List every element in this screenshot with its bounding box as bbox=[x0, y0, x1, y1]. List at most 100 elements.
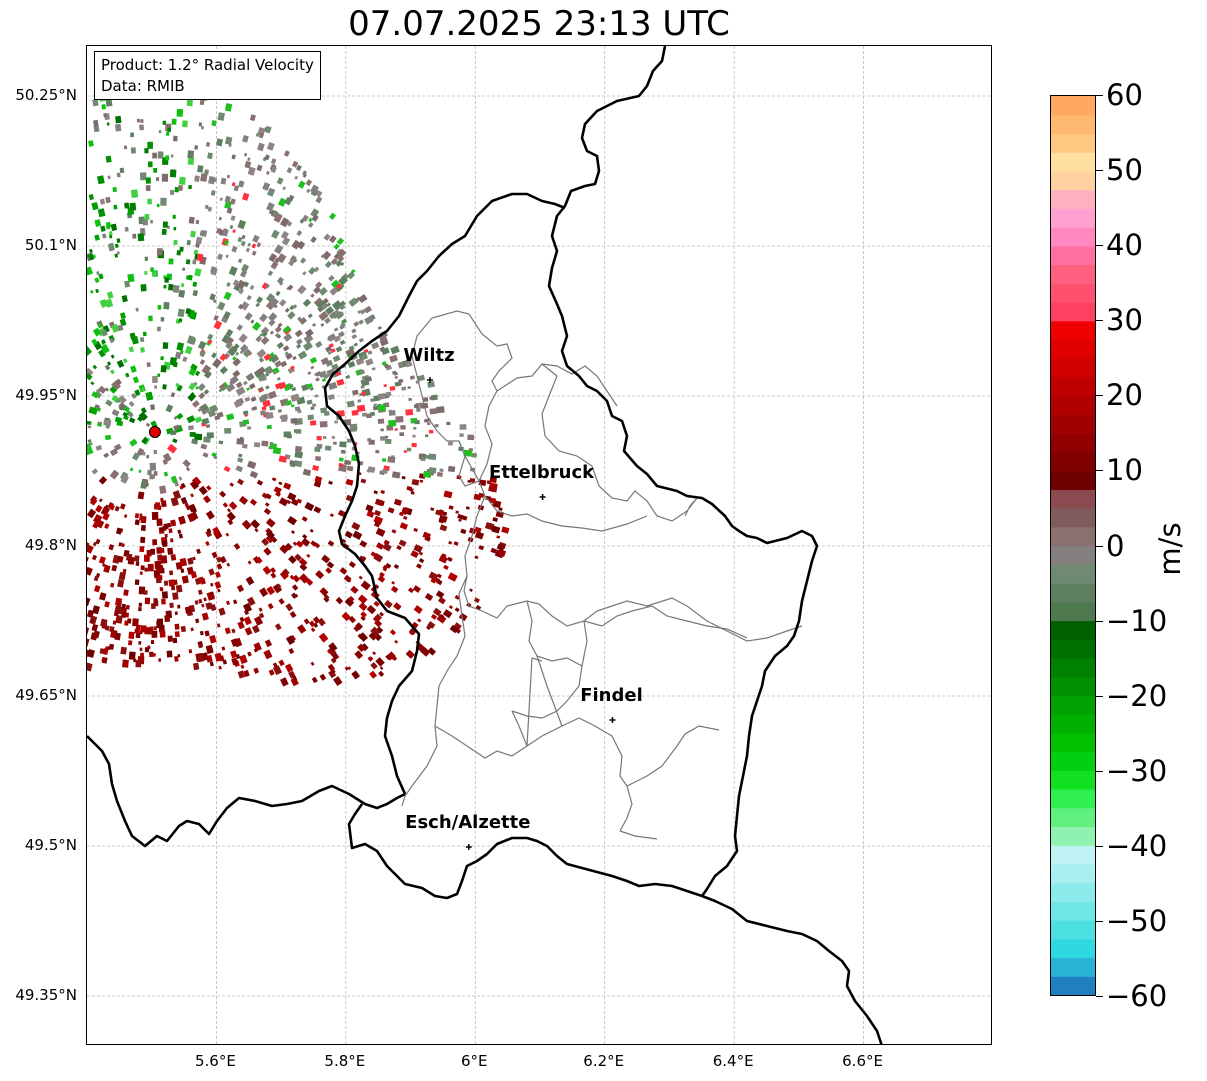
echo-pixel bbox=[420, 646, 431, 657]
echo-pixel bbox=[398, 378, 404, 384]
echo-pixel bbox=[229, 225, 234, 230]
echo-pixel bbox=[173, 135, 178, 142]
echo-pixel bbox=[368, 631, 378, 641]
colorbar-segment bbox=[1051, 976, 1095, 995]
echo-pixel bbox=[175, 561, 183, 570]
echo-pixel bbox=[215, 556, 222, 563]
colorbar-tick bbox=[1096, 170, 1103, 172]
echo-pixel bbox=[110, 582, 115, 588]
echo-pixel bbox=[448, 441, 453, 446]
echo-pixel bbox=[128, 417, 136, 424]
echo-pixel bbox=[92, 119, 99, 127]
colorbar-segment bbox=[1051, 152, 1095, 172]
echo-pixel bbox=[214, 571, 222, 579]
echo-pixel bbox=[424, 593, 434, 602]
echo-pixel bbox=[294, 553, 303, 562]
echo-pixel bbox=[182, 356, 188, 363]
echo-pixel bbox=[194, 433, 203, 441]
echo-pixel bbox=[339, 567, 348, 575]
echo-pixel bbox=[310, 184, 320, 194]
echo-pixel bbox=[469, 478, 476, 483]
echo-pixel bbox=[413, 404, 419, 409]
echo-pixel bbox=[425, 434, 429, 438]
echo-pixel bbox=[246, 295, 252, 301]
echo-pixel bbox=[207, 602, 214, 610]
echo-pixel bbox=[373, 600, 380, 607]
echo-pixel bbox=[188, 382, 196, 391]
colorbar-tick-label: 20 bbox=[1106, 378, 1143, 413]
echo-pixel bbox=[115, 115, 122, 124]
echo-pixel bbox=[278, 481, 283, 486]
echo-pixel bbox=[292, 304, 298, 309]
echo-pixel bbox=[213, 455, 218, 460]
echo-pixel bbox=[369, 670, 378, 679]
echo-pixel bbox=[216, 623, 221, 628]
echo-pixel bbox=[109, 234, 113, 239]
echo-pixel bbox=[328, 235, 337, 244]
echo-pixel bbox=[216, 563, 223, 570]
echo-pixel bbox=[201, 364, 212, 375]
echo-pixel bbox=[94, 219, 102, 228]
colorbar-segment bbox=[1051, 414, 1095, 434]
echo-pixel bbox=[303, 618, 310, 625]
echo-pixel bbox=[105, 98, 113, 107]
echo-pixel bbox=[228, 346, 238, 356]
echo-pixel bbox=[195, 385, 200, 390]
echo-pixel bbox=[383, 384, 387, 388]
echo-pixel bbox=[377, 325, 382, 330]
echo-pixel bbox=[485, 495, 492, 501]
echo-pixel bbox=[272, 447, 282, 455]
echo-pixel bbox=[127, 558, 133, 565]
echo-pixel bbox=[157, 326, 161, 332]
echo-pixel bbox=[310, 208, 320, 218]
echo-pixel bbox=[204, 204, 209, 210]
lon-tick-label: 6.2°E bbox=[583, 1052, 625, 1070]
colorbar-tick bbox=[1096, 320, 1103, 322]
echo-pixel bbox=[180, 625, 186, 633]
echo-pixel bbox=[428, 429, 434, 434]
echo-pixel bbox=[247, 460, 257, 469]
echo-pixel bbox=[302, 468, 312, 477]
echo-pixel bbox=[123, 514, 128, 518]
echo-pixel bbox=[151, 270, 157, 277]
echo-pixel bbox=[235, 351, 240, 356]
echo-pixel bbox=[114, 253, 119, 258]
echo-pixel bbox=[296, 240, 306, 250]
echo-pixel bbox=[273, 370, 278, 375]
echo-pixel bbox=[274, 333, 280, 338]
echo-pixel bbox=[97, 208, 106, 218]
echo-pixel bbox=[435, 590, 445, 599]
echo-pixel bbox=[119, 318, 127, 327]
echo-pixel bbox=[344, 666, 349, 671]
echo-pixel bbox=[399, 522, 409, 530]
echo-pixel bbox=[327, 394, 335, 401]
echo-pixel bbox=[304, 328, 314, 338]
echo-pixel bbox=[306, 188, 311, 194]
echo-pixel bbox=[199, 577, 206, 585]
echo-pixel bbox=[138, 469, 142, 473]
echo-pixel bbox=[305, 578, 314, 586]
echo-pixel bbox=[262, 565, 272, 575]
echo-pixel bbox=[381, 458, 387, 462]
echo-pixel bbox=[328, 669, 337, 679]
echo-pixel bbox=[199, 99, 205, 106]
echo-pixel bbox=[249, 114, 256, 122]
echo-pixel bbox=[230, 638, 239, 647]
echo-pixel bbox=[237, 457, 244, 463]
colorbar-segment bbox=[1051, 245, 1095, 266]
echo-pixel bbox=[295, 429, 302, 434]
echo-pixel bbox=[198, 392, 206, 400]
echo-pixel bbox=[293, 460, 303, 468]
echo-pixel bbox=[310, 365, 315, 370]
radar-map[interactable] bbox=[86, 45, 992, 1045]
echo-pixel bbox=[110, 354, 115, 359]
echo-pixel bbox=[111, 564, 118, 572]
echo-pixel bbox=[129, 438, 138, 447]
echo-pixel bbox=[348, 561, 356, 569]
echo-pixel bbox=[172, 490, 182, 500]
echo-pixel bbox=[203, 370, 212, 379]
echo-pixel bbox=[340, 262, 345, 267]
echo-pixel bbox=[489, 476, 497, 483]
echo-pixel bbox=[224, 195, 231, 203]
echo-pixel bbox=[238, 453, 243, 458]
